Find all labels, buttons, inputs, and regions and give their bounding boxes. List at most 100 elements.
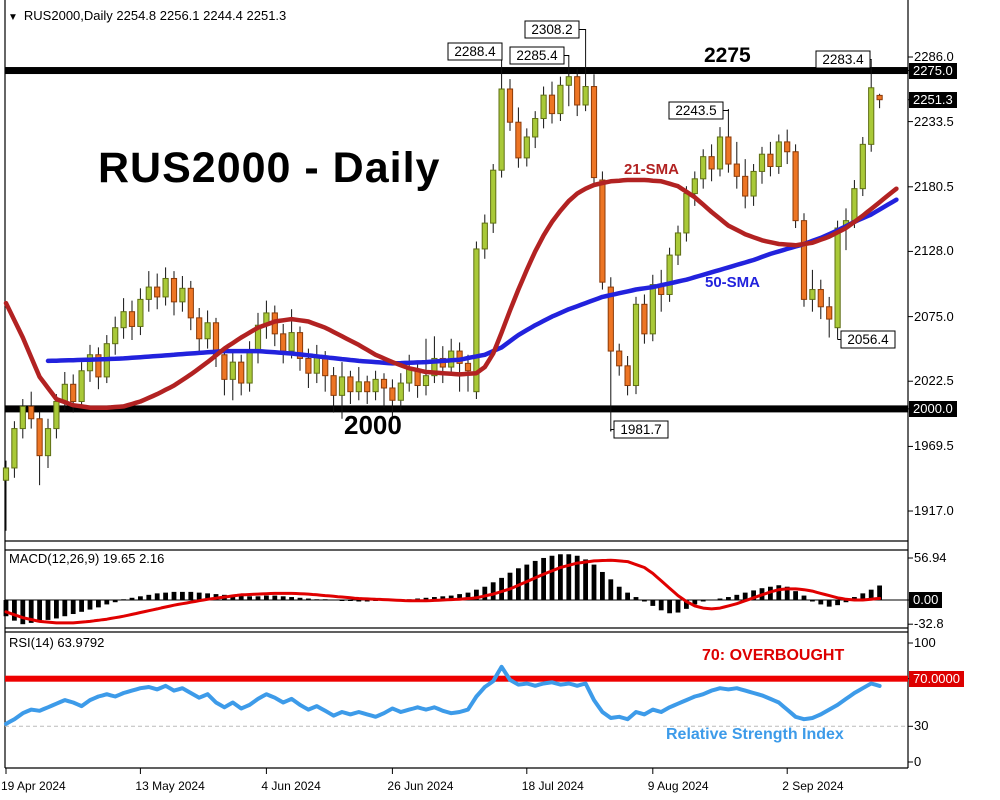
candle-body bbox=[380, 378, 388, 389]
candle-body bbox=[742, 175, 749, 197]
macd-histogram-bar bbox=[87, 600, 93, 610]
macd-histogram-bar bbox=[423, 597, 429, 600]
candle-body bbox=[750, 170, 757, 197]
macd-histogram-bar bbox=[289, 597, 294, 600]
macd-axis-label: -32.8 bbox=[914, 616, 944, 632]
candle-body bbox=[464, 362, 472, 372]
candle-body bbox=[548, 94, 556, 115]
macd-histogram-bar bbox=[432, 597, 437, 600]
candle-body bbox=[128, 311, 136, 327]
candle-body bbox=[288, 332, 295, 352]
candle-body bbox=[817, 289, 824, 308]
macd-histogram-bar bbox=[297, 597, 303, 600]
candle-body bbox=[179, 287, 186, 303]
candle-body bbox=[372, 378, 379, 393]
candle-body bbox=[61, 383, 68, 403]
candle-body bbox=[523, 136, 530, 159]
price-axis-label: 2022.5 bbox=[914, 373, 954, 389]
macd-histogram-bar bbox=[482, 586, 488, 600]
macd-histogram-bar bbox=[868, 589, 874, 600]
price-axis-label: 2233.5 bbox=[914, 113, 954, 129]
candle-body bbox=[700, 156, 707, 180]
candle-body bbox=[733, 163, 740, 177]
callout-connector bbox=[564, 55, 570, 58]
macd-histogram-bar bbox=[264, 595, 269, 600]
macd-histogram-bar bbox=[339, 600, 345, 601]
date-label: 2 Sep 2024 bbox=[782, 779, 844, 793]
price-callout-text: 2308.2 bbox=[531, 22, 572, 37]
macd-histogram-bar bbox=[793, 591, 798, 600]
candle-body bbox=[196, 317, 203, 340]
macd-histogram-bar bbox=[28, 600, 34, 623]
price-axis-label: 2275.0 bbox=[909, 62, 957, 79]
macd-histogram-bar bbox=[583, 559, 588, 600]
macd-axis-label: 0.00 bbox=[909, 592, 943, 608]
date-label: 18 Jul 2024 bbox=[521, 779, 584, 793]
candle-body bbox=[582, 86, 589, 106]
sma50-label: 50-SMA bbox=[705, 274, 761, 291]
candle-body bbox=[624, 365, 631, 387]
rsi-series-label: Relative Strength Index bbox=[666, 726, 844, 743]
candle-body bbox=[868, 87, 875, 145]
candle-body bbox=[78, 370, 85, 403]
macd-histogram-bar bbox=[600, 571, 605, 600]
price-callout-box bbox=[668, 101, 724, 120]
candle-body bbox=[355, 381, 362, 393]
chevron-down-icon[interactable]: ▼ bbox=[8, 12, 18, 23]
macd-histogram-bar bbox=[12, 600, 17, 621]
candle-body bbox=[170, 277, 178, 303]
rsi-overbought-line bbox=[5, 675, 908, 682]
candle-body bbox=[473, 248, 480, 393]
candle-body bbox=[338, 376, 346, 396]
candle-body bbox=[784, 141, 791, 153]
price-callout-text: 1981.7 bbox=[620, 422, 661, 437]
candle-body bbox=[767, 153, 774, 168]
sma21-line bbox=[3, 177, 899, 410]
price-callout-box bbox=[524, 20, 580, 39]
macd-histogram-bar bbox=[591, 564, 597, 600]
candle-body bbox=[826, 306, 833, 320]
macd-histogram-bar bbox=[684, 600, 689, 609]
candle-body bbox=[422, 375, 430, 387]
candle-body bbox=[834, 227, 841, 329]
candle-body bbox=[481, 222, 488, 250]
macd-histogram-bar bbox=[171, 591, 177, 600]
price-axis-label: 2251.3 bbox=[909, 91, 957, 108]
macd-histogram-bar bbox=[188, 591, 194, 600]
macd-histogram-bar bbox=[146, 594, 152, 600]
candle-body bbox=[2, 467, 10, 481]
sma21-label: 21-SMA bbox=[624, 161, 680, 178]
rsi-axis-label: 100 bbox=[914, 635, 936, 650]
price-callout-text: 2283.4 bbox=[822, 52, 864, 67]
macd-histogram-bar bbox=[608, 579, 614, 600]
macd-histogram-bar bbox=[742, 592, 748, 600]
price-callout-box bbox=[840, 330, 896, 349]
macd-histogram-bar bbox=[633, 597, 639, 600]
macd-histogram-bar bbox=[364, 600, 370, 602]
candle-body bbox=[725, 136, 732, 165]
candle-body bbox=[649, 284, 656, 335]
macd-histogram-bar bbox=[625, 592, 630, 600]
macd-histogram-bar bbox=[37, 600, 42, 622]
candle-body bbox=[187, 287, 194, 319]
candle-body bbox=[313, 356, 320, 374]
macd-histogram-bar bbox=[574, 555, 580, 600]
macd-histogram-bar bbox=[356, 600, 362, 602]
macd-histogram-bar bbox=[549, 555, 555, 600]
macd-histogram-bar bbox=[650, 600, 656, 606]
candle-body bbox=[296, 332, 304, 359]
price-callout-text: 2243.5 bbox=[675, 103, 716, 118]
candle-body bbox=[641, 303, 648, 335]
rsi-indicator-label: RSI(14) 63.9792 bbox=[9, 635, 105, 650]
candle-body bbox=[246, 351, 253, 384]
macd-histogram-bar bbox=[96, 600, 101, 608]
macd-histogram-bar bbox=[667, 600, 672, 614]
macd-histogram-bar bbox=[616, 586, 622, 600]
rsi-axis-label: 30 bbox=[914, 718, 929, 734]
candle-body bbox=[532, 118, 539, 138]
macd-histogram-bar bbox=[112, 600, 118, 603]
price-axis-label: 2075.0 bbox=[914, 308, 954, 324]
candle-body bbox=[11, 428, 18, 469]
